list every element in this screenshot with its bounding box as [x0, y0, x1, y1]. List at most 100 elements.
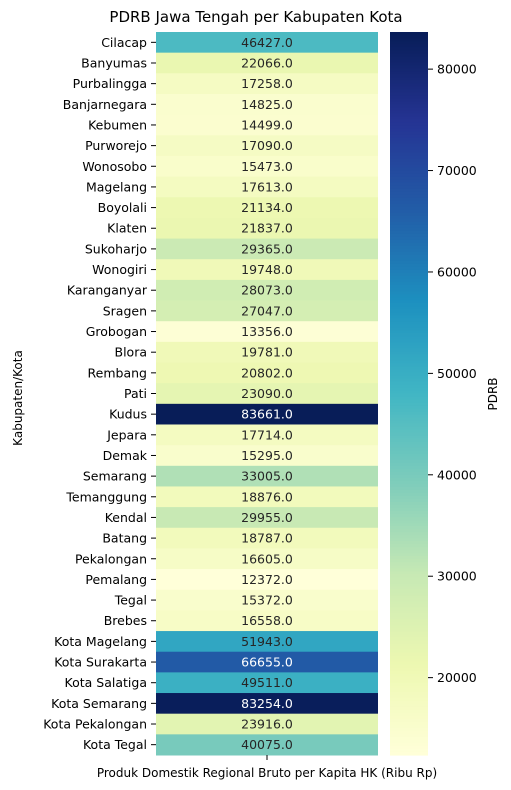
cell-value-label: 18876.0: [241, 489, 293, 504]
colorbar-segment: [390, 640, 428, 645]
colorbar-segment: [390, 32, 428, 36]
colorbar-label: PDRB: [486, 377, 500, 410]
colorbar-segment: [390, 673, 428, 678]
colorbar-segment: [390, 309, 428, 313]
colorbar-segment: [390, 733, 428, 738]
colorbar-segment: [390, 715, 428, 720]
heatmap-cell: [156, 445, 378, 467]
colorbar-segment: [390, 432, 428, 437]
colorbar-segment: [390, 646, 428, 651]
heatmap-cell: [156, 424, 378, 446]
colorbar-segment: [390, 399, 428, 404]
heatmap-cell: [156, 693, 378, 715]
y-tick-label: Purworejo: [85, 138, 147, 153]
colorbar-segment: [390, 628, 428, 633]
colorbar-segment: [390, 191, 428, 196]
colorbar-segment: [390, 155, 428, 160]
colorbar-segment: [390, 38, 428, 42]
y-tick-label: Kendal: [105, 510, 147, 525]
heatmap-cell: [156, 651, 378, 673]
colorbar-segment: [390, 170, 428, 175]
colorbar-segment: [390, 724, 428, 729]
colorbar-segment: [390, 336, 428, 340]
heatmap-cell: [156, 217, 378, 240]
colorbar-segment: [390, 47, 428, 51]
colorbar-segment: [390, 450, 428, 455]
colorbar-tick-label: 40000: [437, 467, 477, 482]
colorbar-segment: [390, 74, 428, 78]
colorbar-segment: [390, 504, 428, 509]
colorbar-segment: [390, 56, 428, 60]
heatmap-cell: [156, 713, 378, 735]
colorbar-segment: [390, 423, 428, 428]
colorbar-segment: [390, 345, 428, 349]
colorbar-segment: [390, 276, 428, 280]
colorbar-segment: [390, 429, 428, 434]
colorbar-segment: [390, 601, 428, 605]
heatmap-cell: [156, 52, 378, 74]
heatmap-cell: [156, 589, 378, 611]
heatmap-cell: [156, 238, 378, 260]
colorbar-segment: [390, 631, 428, 636]
colorbar-segment: [390, 119, 428, 123]
colorbar-segment: [390, 420, 428, 425]
colorbar-segment: [390, 556, 428, 560]
colorbar-segment: [390, 101, 428, 105]
colorbar-segment: [390, 53, 428, 57]
colorbar-segment: [390, 152, 428, 157]
colorbar-segment: [390, 480, 428, 485]
colorbar-segment: [390, 227, 428, 232]
y-tick-label: Semarang: [83, 469, 147, 484]
colorbar-segment: [390, 510, 428, 515]
heatmap-cell: [156, 73, 378, 95]
cell-value-label: 14825.0: [241, 97, 293, 112]
colorbar-segment: [390, 562, 428, 566]
colorbar-segment: [390, 221, 428, 226]
y-tick-label: Blora: [115, 345, 148, 360]
colorbar-segment: [390, 71, 428, 75]
colorbar-segment: [390, 471, 428, 476]
colorbar-segment: [390, 41, 428, 45]
colorbar-segment: [390, 369, 428, 374]
heatmap-cell: [156, 383, 378, 405]
cell-value-label: 22066.0: [241, 55, 293, 70]
colorbar-segment: [390, 86, 428, 90]
colorbar-segment: [390, 718, 428, 723]
colorbar-segment: [390, 182, 428, 187]
colorbar-segment: [390, 652, 428, 657]
colorbar-segment: [390, 128, 428, 133]
cell-value-label: 83254.0: [241, 696, 293, 711]
cell-value-label: 13356.0: [241, 324, 293, 339]
colorbar-segment: [390, 571, 428, 575]
colorbar-segment: [390, 248, 428, 253]
heatmap-cell: [156, 465, 378, 487]
colorbar-segment: [390, 751, 428, 756]
colorbar-segment: [390, 468, 428, 473]
cell-value-label: 21134.0: [241, 200, 293, 215]
colorbar-segment: [390, 269, 428, 274]
cell-value-label: 17714.0: [241, 427, 293, 442]
colorbar-segment: [390, 459, 428, 464]
colorbar-segment: [390, 291, 428, 295]
colorbar-segment: [390, 351, 428, 355]
y-tick-label: Tegal: [114, 593, 147, 608]
y-tick-label: Sragen: [103, 303, 147, 318]
colorbar-segment: [390, 324, 428, 328]
colorbar-segment: [390, 62, 428, 66]
colorbar-segment: [390, 260, 428, 265]
colorbar-segment: [390, 664, 428, 669]
colorbar-segment: [390, 330, 428, 334]
colorbar-segment: [390, 167, 428, 172]
y-tick-label: Wonogiri: [92, 262, 147, 277]
colorbar-segment: [390, 742, 428, 747]
y-tick-label: Pekalongan: [75, 551, 147, 566]
colorbar-segment: [390, 685, 428, 690]
colorbar-segment: [390, 697, 428, 702]
colorbar-segment: [390, 649, 428, 654]
cell-value-label: 40075.0: [241, 737, 293, 752]
cell-value-label: 15473.0: [241, 159, 293, 174]
colorbar-segment: [390, 206, 428, 211]
heatmap-cell: [156, 569, 378, 591]
colorbar-segment: [390, 372, 428, 377]
colorbar-segment: [390, 456, 428, 461]
